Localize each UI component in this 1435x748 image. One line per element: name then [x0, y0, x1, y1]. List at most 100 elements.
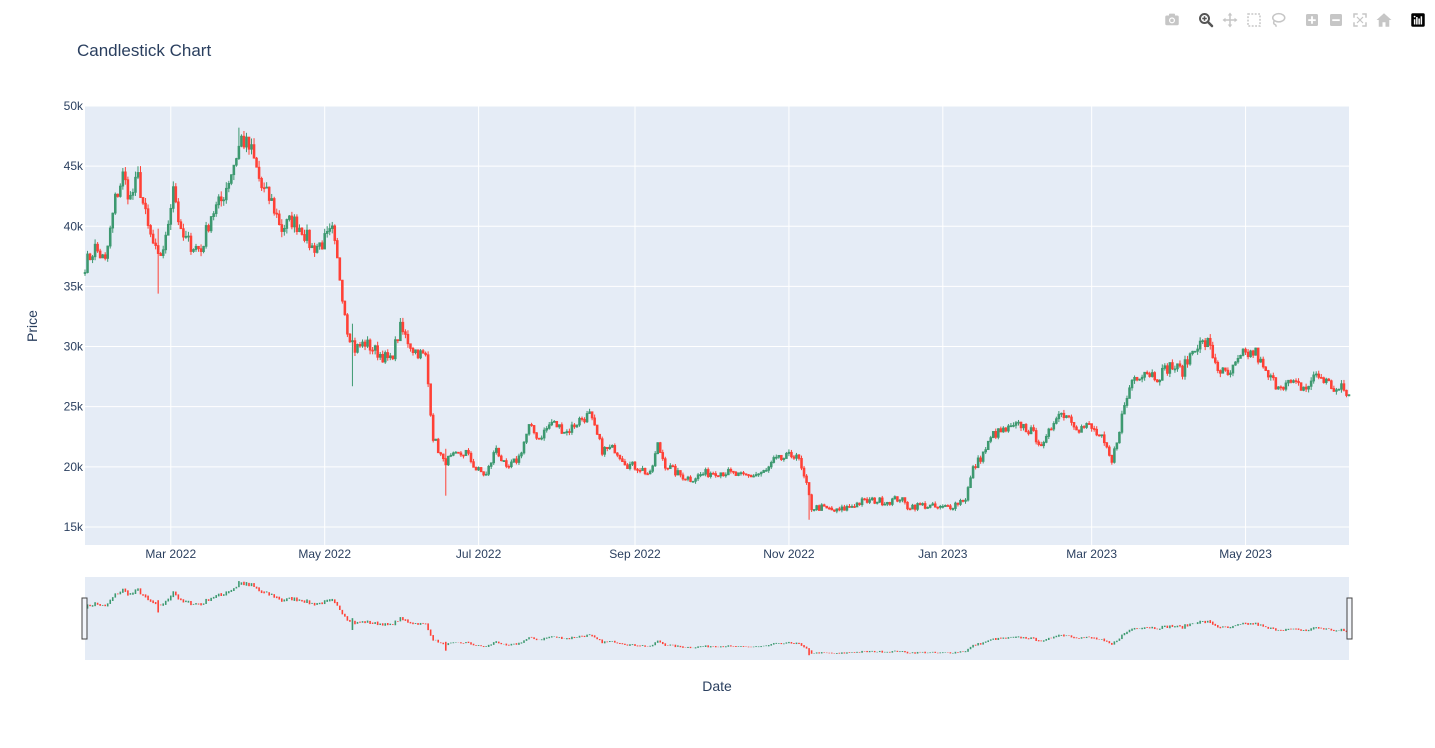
candle-body[interactable]: [570, 424, 574, 433]
candle-body[interactable]: [729, 468, 733, 472]
candle-body[interactable]: [159, 253, 162, 256]
candle-body[interactable]: [979, 457, 982, 462]
candle-body[interactable]: [457, 451, 460, 454]
candle-body[interactable]: [139, 172, 142, 199]
candle-body[interactable]: [1155, 379, 1159, 383]
candle-body[interactable]: [611, 445, 614, 448]
candle-body[interactable]: [636, 468, 639, 471]
candle-body[interactable]: [522, 441, 526, 454]
candle-body[interactable]: [573, 424, 576, 428]
candle-body[interactable]: [1236, 358, 1240, 363]
candle-body[interactable]: [1299, 382, 1303, 391]
candle-body[interactable]: [1050, 428, 1053, 431]
candle-body[interactable]: [699, 474, 702, 476]
candle-body[interactable]: [222, 199, 226, 202]
candle-body[interactable]: [126, 179, 130, 200]
candle-body[interactable]: [1032, 427, 1035, 431]
candle-body[interactable]: [381, 353, 384, 363]
candle-body[interactable]: [880, 497, 884, 506]
candle-body[interactable]: [401, 321, 405, 333]
zoom-icon[interactable]: [1194, 8, 1218, 32]
candle-body[interactable]: [472, 461, 475, 468]
candle-body[interactable]: [1034, 430, 1038, 443]
candle-body[interactable]: [1118, 431, 1121, 444]
candle-body[interactable]: [320, 242, 324, 250]
candle-body[interactable]: [275, 212, 279, 215]
candle-body[interactable]: [124, 171, 127, 181]
candle-body[interactable]: [1251, 350, 1255, 356]
candle-body[interactable]: [984, 449, 987, 453]
candle-body[interactable]: [853, 506, 856, 508]
candle-body[interactable]: [565, 431, 569, 433]
candle-body[interactable]: [870, 497, 874, 501]
candle-body[interactable]: [257, 166, 261, 179]
candle-body[interactable]: [1017, 421, 1020, 424]
candle-body[interactable]: [759, 472, 763, 475]
candle-body[interactable]: [338, 257, 342, 281]
candle-body[interactable]: [1198, 340, 1202, 350]
candle-body[interactable]: [1130, 379, 1134, 389]
candle-body[interactable]: [663, 458, 667, 469]
candle-body[interactable]: [827, 507, 831, 510]
lasso-select-icon[interactable]: [1266, 8, 1290, 32]
candle-body[interactable]: [896, 496, 899, 502]
candle-body[interactable]: [1317, 373, 1321, 378]
candle-body[interactable]: [860, 498, 864, 506]
candle-body[interactable]: [469, 452, 473, 463]
candle-body[interactable]: [684, 478, 687, 481]
candle-body[interactable]: [893, 496, 897, 500]
candle-body[interactable]: [646, 473, 649, 476]
candle-body[interactable]: [1047, 428, 1051, 437]
candle-body[interactable]: [1239, 354, 1242, 359]
candle-body[interactable]: [661, 452, 665, 460]
candle-body[interactable]: [767, 466, 771, 471]
candle-body[interactable]: [911, 504, 914, 510]
candle-body[interactable]: [1312, 374, 1315, 382]
candle-body[interactable]: [1163, 365, 1167, 369]
candle-body[interactable]: [1087, 423, 1091, 425]
candle-body[interactable]: [376, 345, 379, 358]
candle-body[interactable]: [903, 497, 907, 503]
candle-body[interactable]: [346, 314, 349, 335]
candle-body[interactable]: [1019, 421, 1023, 429]
candle-body[interactable]: [505, 460, 508, 467]
candle-body[interactable]: [628, 463, 632, 469]
candle-body[interactable]: [901, 497, 904, 501]
candle-body[interactable]: [656, 442, 659, 455]
candle-body[interactable]: [613, 445, 617, 454]
candle-body[interactable]: [1140, 376, 1144, 380]
candle-body[interactable]: [737, 472, 740, 476]
candle-body[interactable]: [1024, 423, 1028, 433]
candle-body[interactable]: [131, 191, 135, 196]
candle-body[interactable]: [681, 474, 685, 480]
candle-body[interactable]: [653, 453, 657, 467]
candle-body[interactable]: [429, 383, 432, 416]
candle-body[interactable]: [520, 452, 523, 457]
candle-body[interactable]: [886, 502, 889, 505]
candle-body[interactable]: [555, 420, 559, 428]
candle-body[interactable]: [764, 469, 768, 472]
candle-body[interactable]: [525, 433, 528, 443]
candle-body[interactable]: [325, 230, 329, 234]
candle-body[interactable]: [409, 343, 412, 349]
candle-body[interactable]: [1113, 448, 1116, 463]
candle-body[interactable]: [1244, 348, 1247, 353]
candle-body[interactable]: [1075, 426, 1078, 431]
candle-body[interactable]: [560, 424, 564, 434]
candle-body[interactable]: [863, 498, 866, 501]
candle-body[interactable]: [1052, 423, 1056, 430]
candle-body[interactable]: [373, 345, 377, 351]
candle-body[interactable]: [1256, 347, 1260, 363]
candle-body[interactable]: [1297, 380, 1300, 384]
candle-body[interactable]: [1188, 353, 1192, 365]
candle-body[interactable]: [595, 424, 599, 435]
candle-body[interactable]: [1335, 389, 1338, 392]
candle-body[interactable]: [447, 455, 450, 466]
candle-body[interactable]: [1337, 388, 1341, 391]
candle-body[interactable]: [812, 509, 816, 511]
candle-body[interactable]: [517, 455, 521, 463]
candle-body[interactable]: [1279, 386, 1283, 389]
candle-body[interactable]: [666, 467, 670, 470]
candle-body[interactable]: [1120, 413, 1124, 433]
candle-body[interactable]: [1133, 377, 1136, 381]
